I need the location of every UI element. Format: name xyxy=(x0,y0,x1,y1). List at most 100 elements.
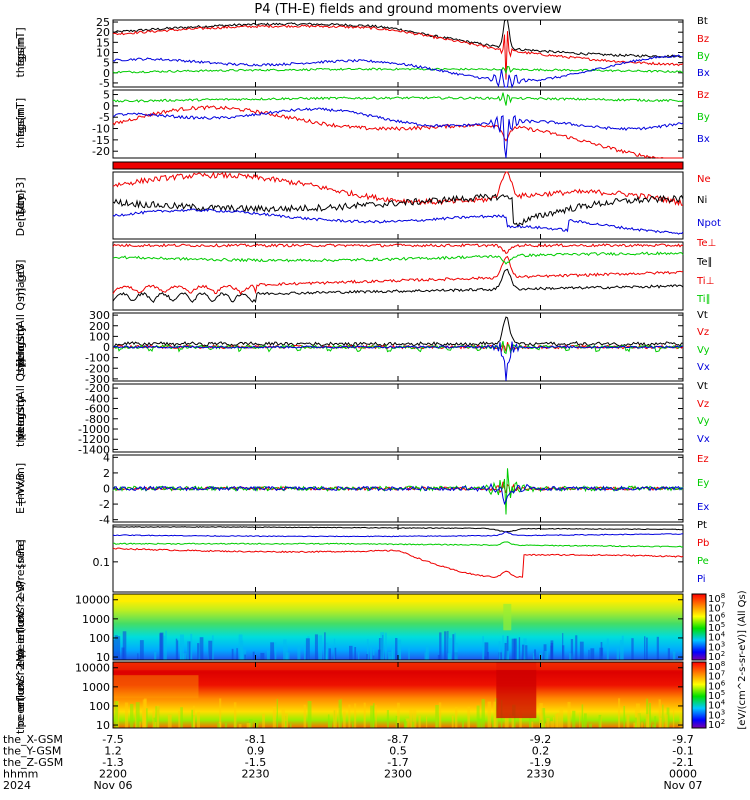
legend-temperature-Ti∥: Ti∥ xyxy=(696,294,711,305)
colorbar-label: [eV/(cm^2-s-sr-eV)] (All Qs) xyxy=(737,590,748,729)
x-axis-row-label: hhmm xyxy=(3,768,38,781)
svg-text:the: the xyxy=(14,716,27,734)
colorbar-tick: 108 xyxy=(708,660,725,673)
panel-pressure: 0.1 Pressure[nPa] Pt Pb Pe Pi xyxy=(14,520,709,593)
y-tick-label: -5 xyxy=(99,111,110,124)
svg-text:the: the xyxy=(14,358,27,376)
legend-fgs_gsm-Bx: Bx xyxy=(697,68,710,79)
svg-text:magt3: magt3 xyxy=(14,263,27,299)
y-tick-label: 10 xyxy=(96,651,110,664)
colorbar-tick: 103 xyxy=(708,640,725,653)
y-tick-label: 0 xyxy=(103,67,110,80)
quality-flag-bar xyxy=(113,162,683,169)
svg-text:[cm-3]: [cm-3] xyxy=(14,177,27,213)
svg-text:peir: peir xyxy=(14,636,27,658)
series-pressure-Pt xyxy=(112,526,683,533)
svg-text:eV: eV xyxy=(14,609,27,624)
y-axis-label: Density[1/cc][cm-3] xyxy=(14,177,27,236)
svg-text:sr-eV): sr-eV) xyxy=(14,649,27,681)
svg-text:gsm: gsm xyxy=(14,107,27,130)
colorbar-tick: 102 xyxy=(708,718,725,731)
series-density-Ni xyxy=(112,193,684,228)
series-density-Ne xyxy=(112,171,684,207)
series-efield-Ey xyxy=(112,468,684,515)
colorbar-tick: 103 xyxy=(708,708,725,721)
legend-peer_velocity-Vt: Vt xyxy=(697,381,708,392)
x-axis-value: -1.9 xyxy=(530,756,551,769)
svg-text:the: the xyxy=(14,648,27,666)
legend-pressure-Pt: Pt xyxy=(697,520,707,531)
legend-peer_velocity-Vz: Vz xyxy=(697,399,709,410)
y-tick-label: -600 xyxy=(85,403,110,416)
y-tick-label: 5 xyxy=(103,57,110,70)
figure-title: P4 (TH-E) fields and ground moments over… xyxy=(254,2,562,17)
svg-text:peer: peer xyxy=(14,702,27,728)
series-pressure-Pb xyxy=(112,547,684,579)
legend-temperature-Te⊥: Te⊥ xyxy=(696,238,716,249)
panel-peer_velocity: -200-400-600-800-1000-1200-1400thepeerve… xyxy=(14,359,710,457)
svg-text:Density: Density xyxy=(14,194,27,236)
y-tick-label: -15 xyxy=(92,134,110,147)
series-fgs_gsm-By xyxy=(112,65,684,75)
y-tick-label: 0.1 xyxy=(93,556,111,569)
y-tick-label: 10 xyxy=(96,719,110,732)
legend-fgs_gsm-Bt: Bt xyxy=(697,16,708,27)
svg-text:gsm: gsm xyxy=(14,325,27,348)
y-tick-label: -5 xyxy=(99,77,110,90)
series-pressure-Pi xyxy=(112,531,684,538)
legend-peer_velocity-Vy: Vy xyxy=(697,416,710,427)
legend-efield-Ez: Ez xyxy=(697,454,709,465)
panel-peer_en_eflux: 10000100010010thepeerenefluxeV(cm^2-s-sr… xyxy=(14,649,684,734)
legend-fgs_gsm_neg-By: By xyxy=(697,112,710,123)
colorbar-tick: 105 xyxy=(708,689,725,702)
x-axis-row-label: 2024 xyxy=(3,779,31,792)
colorbar-tick: 108 xyxy=(708,592,725,605)
x-axis-value: -7.5 xyxy=(102,733,123,746)
colorbar-tick: 106 xyxy=(708,679,726,692)
y-tick-label: 0 xyxy=(103,100,110,113)
x-axis-value: 0.5 xyxy=(389,745,407,758)
legend-pressure-Pi: Pi xyxy=(697,574,706,585)
x-axis-value: -1.7 xyxy=(387,756,408,769)
svg-text:the: the xyxy=(14,429,27,447)
legend-peir_velocity-Vz: Vz xyxy=(697,327,709,338)
x-axis-value: -0.1 xyxy=(672,745,693,758)
y-tick-label: 100 xyxy=(89,632,110,645)
legend-peir_velocity-Vx: Vx xyxy=(697,362,710,373)
y-tick-label: 200 xyxy=(89,320,110,333)
x-axis-row-label: the_Y-GSM xyxy=(3,745,61,758)
y-tick-label: 20 xyxy=(96,26,110,39)
legend-peir_velocity-Vy: Vy xyxy=(697,345,710,356)
x-axis-value: 0000 xyxy=(669,768,697,781)
legend-fgs_gsm-Bz: Bz xyxy=(697,34,709,45)
svg-text:velocity: velocity xyxy=(14,325,27,368)
legend-density-Ne: Ne xyxy=(697,174,711,185)
series-fgs_gsm_neg-By xyxy=(112,92,684,106)
y-tick-label: -200 xyxy=(85,362,110,375)
svg-text:[nT]: [nT] xyxy=(14,98,27,120)
y-tick-label: -800 xyxy=(85,413,110,426)
legend-pressure-Pb: Pb xyxy=(697,538,709,549)
series-temperature-Ti∥ xyxy=(112,251,684,265)
x-axis-value: 1.2 xyxy=(104,745,122,758)
colorbar-tick: 107 xyxy=(708,670,725,683)
y-tick-label: 2 xyxy=(103,467,110,480)
y-tick-label: 300 xyxy=(89,309,110,322)
legend-fgs_gsm-By: By xyxy=(697,51,710,62)
y-axis-label: magt3[eV] xyxy=(14,260,27,299)
y-tick-label: -1000 xyxy=(78,423,110,436)
y-tick-label: -200 xyxy=(85,382,110,395)
series-efield-Ex xyxy=(112,482,684,506)
x-axis-value: 0.2 xyxy=(532,745,550,758)
legend-density-Npot: Npot xyxy=(697,218,721,229)
legend-fgs_gsm_neg-Bx: Bx xyxy=(697,134,710,145)
svg-text:Pressure: Pressure xyxy=(14,540,27,587)
colorbar-tick: 107 xyxy=(708,602,725,615)
colorbar-tick: 105 xyxy=(708,621,725,634)
